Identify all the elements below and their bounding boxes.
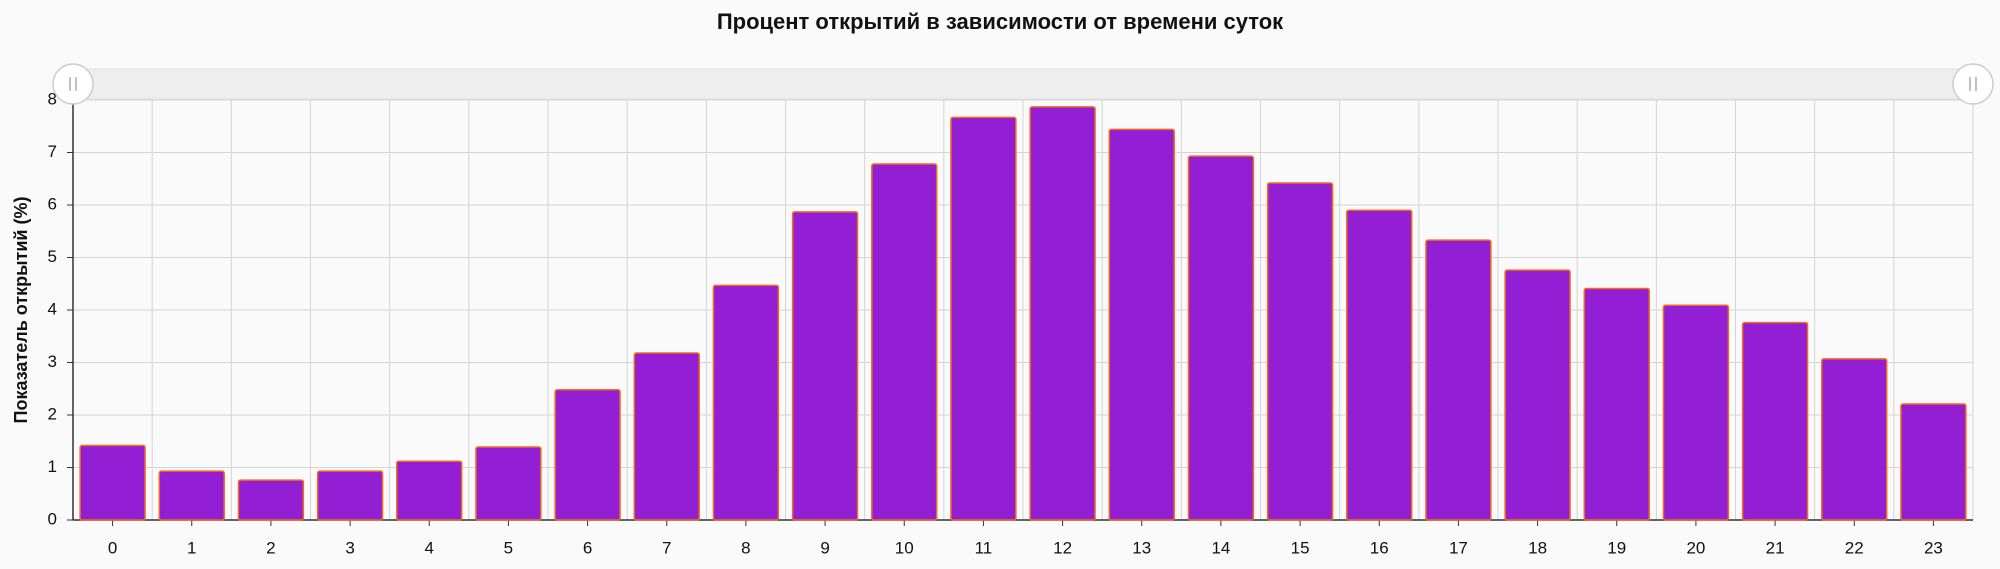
x-tick-label: 6 (583, 538, 592, 557)
x-tick-label: 9 (820, 538, 829, 557)
bar (396, 460, 463, 521)
y-tick-label: 7 (48, 142, 57, 161)
x-tick-label: 23 (1924, 538, 1943, 557)
x-tick-label: 14 (1211, 538, 1230, 557)
y-tick-label: 1 (48, 457, 57, 476)
x-tick-label: 1 (187, 538, 196, 557)
bar (158, 470, 225, 521)
y-tick-label: 2 (48, 404, 57, 423)
x-tick-label: 10 (895, 538, 914, 557)
bar (1583, 287, 1650, 521)
range-slider[interactable] (52, 63, 1994, 105)
x-tick-label: 21 (1766, 538, 1785, 557)
bar (1662, 304, 1730, 521)
x-tick-label: 13 (1132, 538, 1151, 557)
bar (1187, 155, 1255, 521)
x-tick-label: 16 (1370, 538, 1389, 557)
bar (791, 211, 859, 521)
x-tick-label: 19 (1607, 538, 1626, 557)
x-tick-label: 22 (1845, 538, 1864, 557)
x-tick-label: 8 (741, 538, 750, 557)
bar (1741, 321, 1809, 521)
bar (712, 284, 780, 521)
bar (1900, 403, 1967, 521)
x-tick-label: 12 (1053, 538, 1072, 557)
x-tick-label: 2 (266, 538, 275, 557)
x-tick-label: 20 (1686, 538, 1705, 557)
x-tick-label: 11 (975, 538, 993, 557)
bar (871, 163, 938, 521)
y-tick-label: 8 (48, 89, 57, 108)
x-tick-label: 18 (1528, 538, 1547, 557)
bar (1346, 209, 1413, 521)
bar (633, 352, 700, 521)
chart-title: Процент открытий в зависимости от времен… (717, 9, 1284, 34)
x-tick-label: 7 (662, 538, 671, 557)
bar (1821, 358, 1888, 521)
bar (1504, 269, 1571, 521)
y-tick-label: 0 (48, 509, 57, 528)
slider-handle-left[interactable] (52, 63, 94, 105)
y-tick-label: 3 (48, 352, 57, 371)
bar (237, 479, 305, 521)
bar (1425, 239, 1492, 521)
x-tick-label: 17 (1449, 538, 1468, 557)
x-tick-label: 4 (425, 538, 434, 557)
bar (1029, 106, 1096, 521)
bar (554, 389, 621, 521)
y-tick-label: 5 (48, 247, 57, 266)
x-tick-label: 3 (345, 538, 354, 557)
y-axis-label: Показатель открытий (%) (11, 197, 31, 424)
x-tick-label: 5 (504, 538, 513, 557)
bar (1266, 182, 1334, 521)
bar (316, 470, 384, 521)
slider-track (72, 68, 1974, 100)
bar (950, 116, 1017, 521)
bar (475, 446, 542, 521)
slider-handle-right[interactable] (1952, 63, 1994, 105)
y-tick-label: 6 (48, 194, 57, 213)
bar (1108, 128, 1175, 521)
x-tick-label: 0 (108, 538, 117, 557)
bar (79, 444, 146, 521)
x-tick-label: 15 (1291, 538, 1310, 557)
y-tick-label: 4 (48, 299, 57, 318)
